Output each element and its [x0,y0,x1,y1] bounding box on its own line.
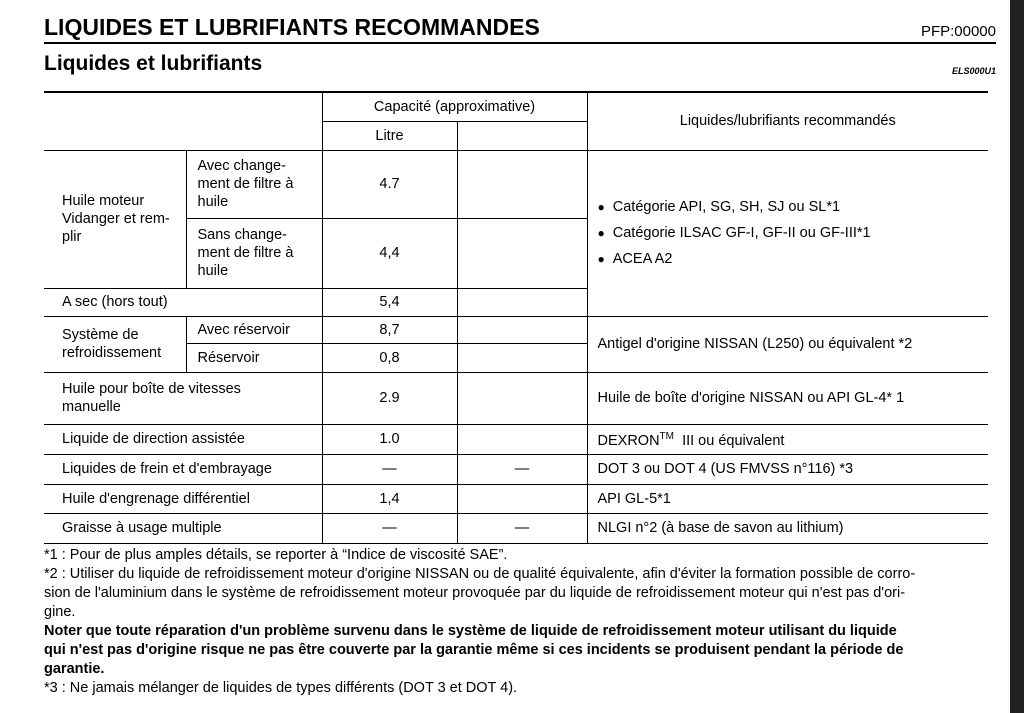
value: 4.7 [321,149,458,219]
row: A sec (hors tout) 5,4 [44,287,988,317]
row-label: Liquide de direction assistée [44,423,323,455]
text-line: Sans change- [197,227,287,243]
row-label: Système de refroidissement [44,315,187,373]
title-rule [44,42,996,44]
spec-item: ACEA A2 [598,246,989,272]
header-cell: Liquides/lubrifiants recommandés [586,91,988,151]
sub-label: Réservoir [185,342,323,373]
value: 1,4 [321,483,458,514]
text-line: Huile moteur [62,193,145,209]
cell [456,120,588,151]
text-line: ment de filtre à [197,176,294,192]
row: Liquides de frein et d'embrayage — — DOT… [44,453,988,485]
page-title: LIQUIDES ET LUBRIFIANTS RECOMMANDES [44,14,540,40]
text-line: Noter que toute réparation d'un problème… [44,623,897,639]
value: — [456,453,588,485]
page-code: PFP:00000 [920,23,996,40]
text-line: Avec change- [197,158,286,174]
row: Système de refroidissement Avec réservoir… [44,315,988,373]
cell [456,315,588,344]
cell [456,287,588,317]
value: 1.0 [321,423,458,455]
cell [456,217,588,289]
text-line: plir [62,229,82,245]
row-label: Liquides de frein et d'embrayage [44,453,323,485]
spec-list: Catégorie API, SG, SH, SJ ou SL*1 Catégo… [598,194,989,272]
text-line: garantie. [44,661,105,677]
spec: DEXRONTM III ou équivalent [586,423,988,455]
value: — [321,512,458,544]
cell [456,371,588,425]
text-line: Huile pour boîte de vitesses [62,381,241,397]
footnote: *2 : Utiliser du liquide de refroidissem… [44,565,915,622]
warning-note: Noter que toute réparation d'un problème… [44,622,915,679]
row-label: Huile pour boîte de vitesses manuelle [44,371,323,425]
window-border [1010,0,1024,713]
value: — [321,453,458,485]
text-line: ment de filtre à [197,245,294,261]
spec-text: DEXRON [597,432,660,449]
value: 0,8 [321,342,458,373]
spec: Catégorie API, SG, SH, SJ ou SL*1 Catégo… [586,149,989,317]
section-ref: ELS000U1 [951,66,996,76]
sub-label: Avec change-ment de filtre à huile [185,149,323,219]
spec: Antigel d'origine NISSAN (L250) ou équiv… [586,315,988,373]
text-line: manuelle [62,399,121,415]
spec: NLGI n°2 (à base de savon au lithium) [586,512,988,544]
row-label: Huile d'engrenage différentiel [44,483,323,514]
cell [456,342,588,373]
footnote: *3 : Ne jamais mélanger de liquides de t… [44,679,915,698]
cell [456,423,588,455]
spec: API GL-5*1 [586,483,988,514]
value: 2.9 [321,371,458,425]
footnotes: *1 : Pour de plus amples détails, se rep… [44,546,915,698]
value: 8,7 [321,315,458,344]
value: — [456,512,588,544]
text-line: huile [197,194,229,210]
value: 5,4 [321,287,458,317]
fluids-table: Capacité (approximative) Liquides/lubrif… [44,91,988,544]
spec-item: Catégorie ILSAC GF-I, GF-II ou GF-III*1 [598,220,989,246]
footnote: *1 : Pour de plus amples détails, se rep… [44,546,915,565]
row: Huile d'engrenage différentiel 1,4 API G… [44,483,988,514]
header-cell: Litre [321,120,458,151]
text-line: *1 : Pour de plus amples détails, se rep… [44,547,508,563]
cell [44,91,323,151]
row: Graisse à usage multiple — — NLGI n°2 (à… [44,512,988,544]
section-title: Liquides et lubrifiants [44,52,263,75]
row: Huile moteur Vidanger et rem-plir Avec ch… [44,149,988,317]
text-line: Système de [62,327,139,343]
row: Liquide de direction assistée 1.0 DEXRON… [44,423,988,455]
text-line: gine. [44,604,76,620]
text-line: huile [197,263,229,279]
header-row: Litre [44,120,988,151]
text-line: sion de l'aluminium dans le système de r… [44,585,906,601]
spec: Huile de boîte d'origine NISSAN ou API G… [586,371,988,425]
spec-item: Catégorie API, SG, SH, SJ ou SL*1 [598,194,989,220]
trademark: TM [659,431,674,443]
cell [456,149,588,219]
header-cell: Capacité (approximative) [321,91,588,122]
text-line: *3 : Ne jamais mélanger de liquides de t… [44,680,518,696]
spec: DOT 3 ou DOT 4 (US FMVSS n°116) *3 [586,453,988,485]
cell [456,483,588,514]
row-label: A sec (hors tout) [44,287,323,317]
sub-label: Sans change-ment de filtre à huile [185,217,323,289]
text-line: qui n'est pas d'origine risque ne pas êt… [44,642,904,658]
text-line: refroidissement [62,345,162,361]
text-line: *2 : Utiliser du liquide de refroidissem… [44,566,916,582]
sub-label: Avec réservoir [185,315,323,344]
spec-text: III ou équivalent [682,432,785,449]
value: 4,4 [321,217,458,289]
text-line: Vidanger et rem- [62,211,170,227]
row-label: Huile moteur Vidanger et rem-plir [44,149,187,289]
row-label: Graisse à usage multiple [44,512,323,544]
header-row: Capacité (approximative) Liquides/lubrif… [44,91,988,151]
row: Huile pour boîte de vitesses manuelle 2.9… [44,371,988,425]
